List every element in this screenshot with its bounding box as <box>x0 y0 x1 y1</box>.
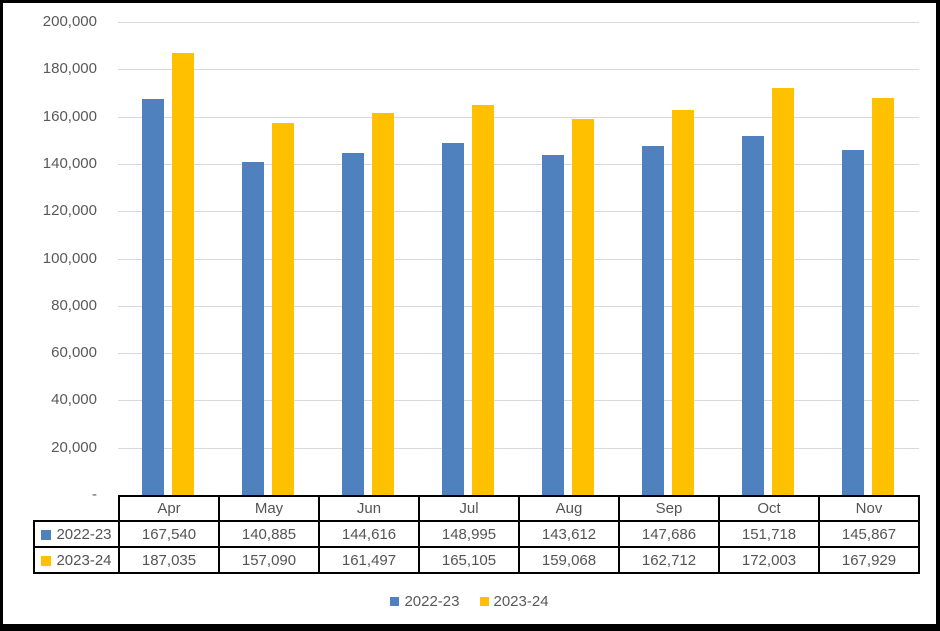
month-header-cell: Jun <box>318 495 420 522</box>
y-axis-tick-label: 20,000 <box>51 439 97 456</box>
bar-2022-23-sep <box>642 146 664 495</box>
month-header-cell: Oct <box>718 495 820 522</box>
bar-2022-23-aug <box>542 155 564 495</box>
data-table: Apr May Jun Jul Aug Sep Oct Nov 2022-23 167,540 14… <box>33 495 920 574</box>
value-cell: 144,616 <box>318 520 420 548</box>
bar-2023-24-apr <box>172 53 194 495</box>
value-cell: 172,003 <box>718 546 820 574</box>
gridline <box>118 306 919 307</box>
value-cell: 165,105 <box>418 546 520 574</box>
y-axis-tick-label: 140,000 <box>42 155 97 172</box>
month-header-cell: Sep <box>618 495 720 522</box>
gridline <box>118 400 919 401</box>
bar-2022-23-apr <box>142 99 164 495</box>
bar-2022-23-nov <box>842 150 864 495</box>
y-axis-tick-label: 180,000 <box>42 60 97 77</box>
plot-area <box>3 3 936 624</box>
gridline <box>118 448 919 449</box>
value-cell: 167,540 <box>118 520 220 548</box>
bar-2023-24-jul <box>472 105 494 495</box>
y-axis-labels: - 20,000 40,000 60,000 80,000 100,000 120,000 1… <box>3 3 936 624</box>
series-swatch-icon <box>41 555 52 566</box>
value-cell: 145,867 <box>818 520 920 548</box>
bar-2023-24-nov <box>872 98 894 495</box>
series-row-label: 2023-24 <box>33 546 120 574</box>
value-cell: 162,712 <box>618 546 720 574</box>
bar-2022-23-jul <box>442 143 464 495</box>
gridline <box>118 164 919 165</box>
month-header-cell: Aug <box>518 495 620 522</box>
value-cell: 147,686 <box>618 520 720 548</box>
series-row-label: 2022-23 <box>33 520 120 548</box>
gridline <box>118 211 919 212</box>
gridline <box>118 117 919 118</box>
bar-2022-23-oct <box>742 136 764 495</box>
value-cell: 159,068 <box>518 546 620 574</box>
y-axis-tick-label: - <box>92 486 97 503</box>
value-cell: 151,718 <box>718 520 820 548</box>
value-cell: 187,035 <box>118 546 220 574</box>
y-axis-tick-label: 120,000 <box>42 202 97 219</box>
value-cell: 140,885 <box>218 520 320 548</box>
gridline <box>118 259 919 260</box>
gridline <box>118 353 919 354</box>
y-axis-tick-label: 80,000 <box>51 297 97 314</box>
legend-swatch-icon <box>479 596 489 606</box>
gridline <box>118 69 919 70</box>
legend-swatch-icon <box>390 596 400 606</box>
value-cell: 161,497 <box>318 546 420 574</box>
y-axis-tick-label: 200,000 <box>42 13 97 30</box>
bar-2023-24-jun <box>372 113 394 495</box>
value-cell: 167,929 <box>818 546 920 574</box>
gridline <box>118 22 919 23</box>
y-axis-tick-label: 40,000 <box>51 391 97 408</box>
legend-label: 2022-23 <box>404 592 460 610</box>
month-header-cell: Nov <box>818 495 920 522</box>
value-cell: 157,090 <box>218 546 320 574</box>
month-header-cell: May <box>218 495 320 522</box>
legend-label: 2023-24 <box>493 592 549 610</box>
value-cell: 148,995 <box>418 520 520 548</box>
table-corner-cell <box>34 496 119 521</box>
legend-item: 2023-24 <box>479 592 549 610</box>
series-swatch-icon <box>41 529 52 540</box>
value-cell: 143,612 <box>518 520 620 548</box>
bar-2023-24-may <box>272 123 294 495</box>
month-header-cell: Apr <box>118 495 220 522</box>
bar-2023-24-sep <box>672 110 694 495</box>
bar-2022-23-jun <box>342 153 364 495</box>
chart-legend: 2022-23 2023-24 <box>3 592 936 610</box>
y-axis-tick-label: 60,000 <box>51 344 97 361</box>
bar-2022-23-may <box>242 162 264 495</box>
month-header-cell: Jul <box>418 495 520 522</box>
y-axis-tick-label: 100,000 <box>42 250 97 267</box>
y-axis-tick-label: 160,000 <box>42 108 97 125</box>
legend-item: 2022-23 <box>390 592 460 610</box>
bar-2023-24-aug <box>572 119 594 495</box>
bar-2023-24-oct <box>772 88 794 495</box>
